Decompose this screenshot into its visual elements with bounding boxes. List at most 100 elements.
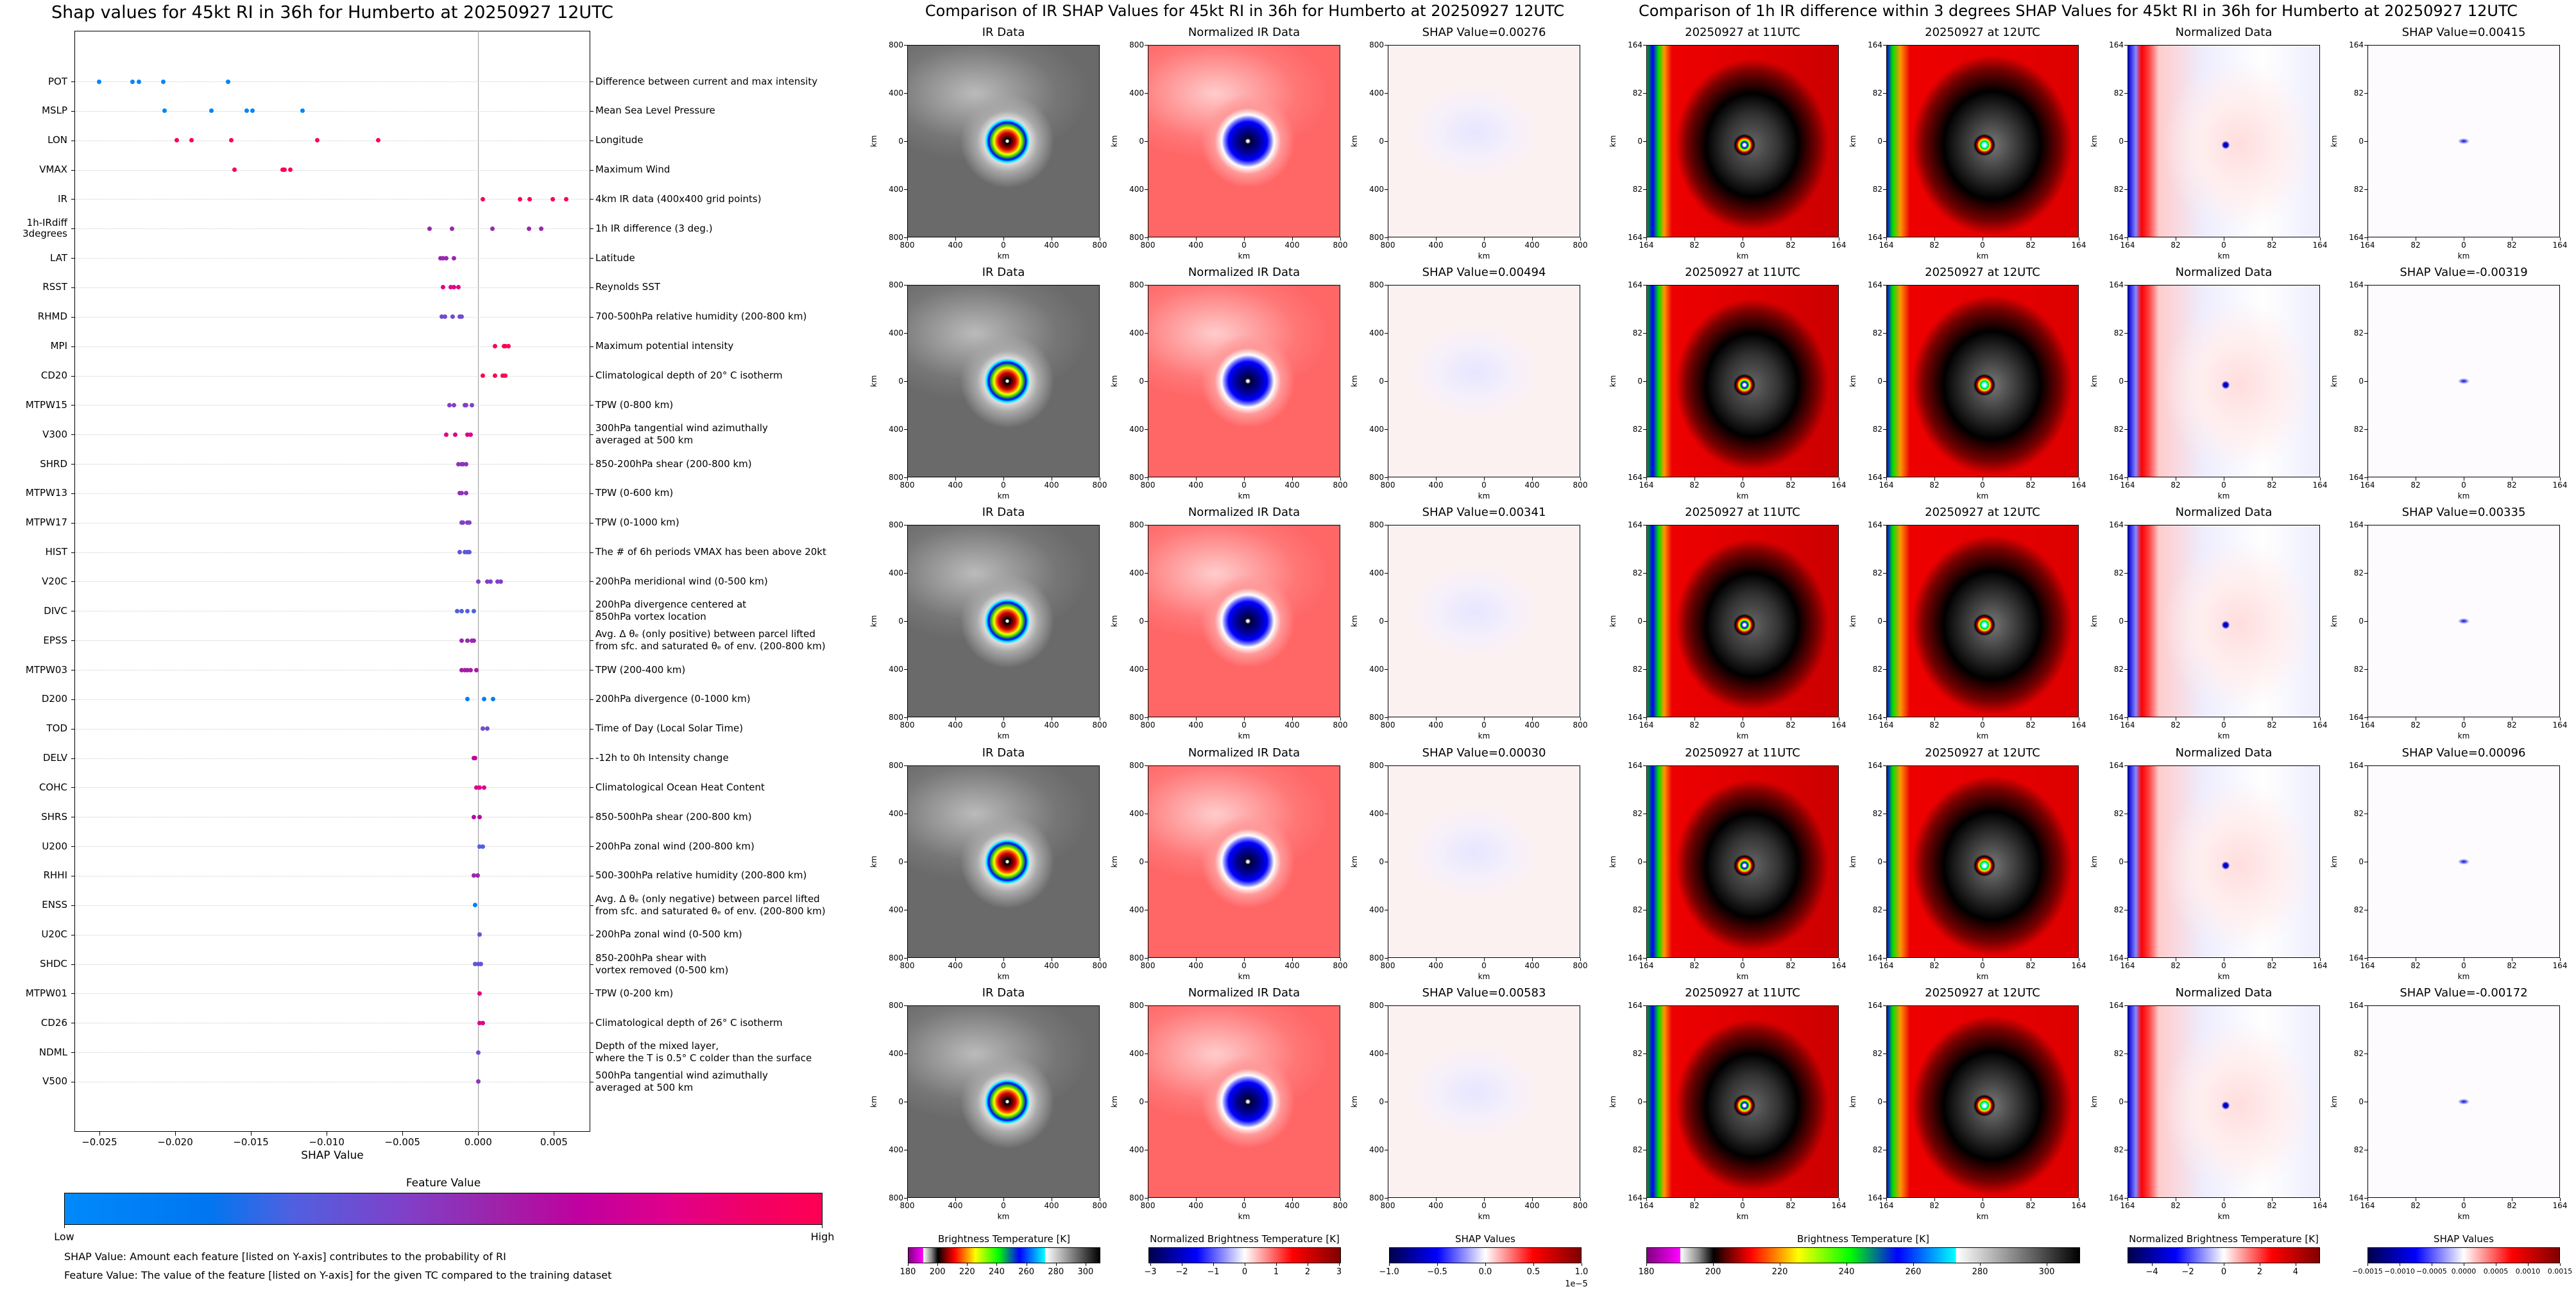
shap-point [477,932,482,937]
x-tick [1292,1198,1293,1201]
y-tick-label: 164 [2349,233,2364,242]
y-tick [1883,717,1886,718]
feature-description-line: Mean Sea Level Pressure [595,105,715,117]
panel-ir-11utc: 20250927 at 11UTC 164 164 82 82 0 0 82 82 164 164 k… [1608,26,1846,260]
y-tick-label: 82 [2353,185,2364,194]
shap-point [465,608,470,613]
x-tick-label: 400 [948,1201,963,1210]
ir-brightness-colorbar [908,1247,1100,1263]
x-tick [2320,477,2321,481]
x-tick [1886,237,1887,241]
x-tick [2320,1198,2321,1201]
y-axis-label: km [1848,615,1857,627]
panel-image-diff-shap [2367,525,2560,717]
y-tick-label: 0 [1139,137,1144,146]
panel-title: SHAP Value=0.00583 [1422,986,1546,1000]
y-tick-label: 82 [2353,425,2364,434]
shap-point [468,432,473,437]
feature-label: V20C [42,575,67,587]
y-axis-label: km [1848,855,1857,868]
panel-title: IR Data [982,266,1025,279]
x-tick-label: 164 [2071,481,2086,490]
shap-point [506,344,511,349]
y-tick [1385,765,1388,766]
y-tick [1145,717,1148,718]
feature-description-line: 4km IR data (400x400 grid points) [595,192,762,205]
panel-diff-shap: SHAP Value=0.00096 164 164 82 82 0 0 82 82 164 164… [2330,746,2567,981]
panel-title: Normalized Data [2175,266,2273,279]
y-tick-label: 400 [889,665,903,674]
y-tick-label: 164 [1868,761,1882,770]
x-tick-label: 164 [1831,721,1847,730]
x-tick-label: 800 [1092,481,1107,490]
y-tick-right [590,493,593,494]
shap-point [444,432,449,437]
x-tick [99,1132,100,1136]
gridline [76,1052,589,1054]
y-tick-label: 82 [2353,1049,2364,1058]
shap-point [480,844,485,849]
x-tick [1244,1198,1245,1201]
x-tick-label: 164 [2071,721,2086,730]
y-tick-label: 0 [1379,617,1384,626]
x-tick [1003,1198,1004,1201]
gridline [76,258,589,259]
shap-point [468,667,473,672]
gridline [76,552,589,553]
panel-title: 20250927 at 11UTC [1685,746,1800,760]
y-tick-label: 400 [1129,89,1144,98]
x-tick-label: 164 [2360,961,2375,970]
shap-point [454,608,459,613]
gridline [76,758,589,759]
y-tick-label: 164 [2349,280,2364,289]
y-tick [1643,429,1646,430]
y-tick-right [590,581,593,583]
y-tick-label: 0 [898,1097,903,1106]
panel-image-normalized-ir-data [1148,45,1340,237]
x-tick [955,717,956,721]
x-tick-label: 400 [1284,721,1300,730]
irdiff-brightness-colorbar-tick [1980,1263,1981,1266]
feature-description: TPW (200-400 km) [595,664,685,676]
y-tick-label: 400 [1369,329,1384,337]
irdiff-normalized-colorbar-tick-label: 4 [2292,1267,2299,1277]
x-tick-label: 164 [2312,241,2328,250]
x-tick-label: 82 [2267,721,2277,730]
y-tick-label: 0 [2119,617,2124,626]
y-tick-label: 800 [889,233,903,242]
y-tick-label: 800 [889,1193,903,1202]
shap-point [492,344,497,349]
x-tick-label: 164 [1879,961,1894,970]
x-tick-label: 82 [2026,481,2036,490]
shap-point [461,461,466,466]
x-axis-label: km [1976,731,1989,740]
y-tick-label: 164 [2349,713,2364,722]
shap-point [459,314,464,320]
y-tick [1883,93,1886,94]
panel-ir-data: IR Data 800 800 400 400 0 0 400 400 800 800 km km [869,746,1107,981]
x-tick [1196,958,1197,961]
panel-title: SHAP Value=0.00335 [2401,506,2526,519]
x-tick-label: 82 [2171,721,2181,730]
feature-description: The # of 6h periods VMAX has been above … [595,546,826,558]
y-tick [2124,765,2128,766]
ir-brightness-colorbar-tick [996,1263,998,1266]
x-tick [2320,958,2321,961]
panel-image-ir-shap [1388,525,1580,717]
irdiff-brightness-colorbar-tick-label: 200 [1705,1267,1721,1277]
ir-brightness-colorbar-tick-label: 280 [1048,1267,1064,1277]
y-tick-right [590,287,593,288]
feature-label: MTPW15 [25,398,67,411]
panel-title: SHAP Value=-0.00319 [2400,266,2528,279]
x-tick [955,477,956,481]
y-axis-label: km [2090,135,2099,148]
x-tick-label: 400 [1524,481,1540,490]
x-tick-label: 164 [1639,961,1654,970]
y-tick [2124,717,2128,718]
irdiff-shap-colorbar-tick-label: 0.0010 [2515,1267,2541,1276]
gridline [76,287,589,288]
shap-point [482,697,487,702]
irdiff-shap-colorbar-tick [2528,1263,2529,1266]
feature-description: Avg. Δ θₑ (only positive) between parcel… [595,628,826,653]
shap-point [174,138,179,143]
